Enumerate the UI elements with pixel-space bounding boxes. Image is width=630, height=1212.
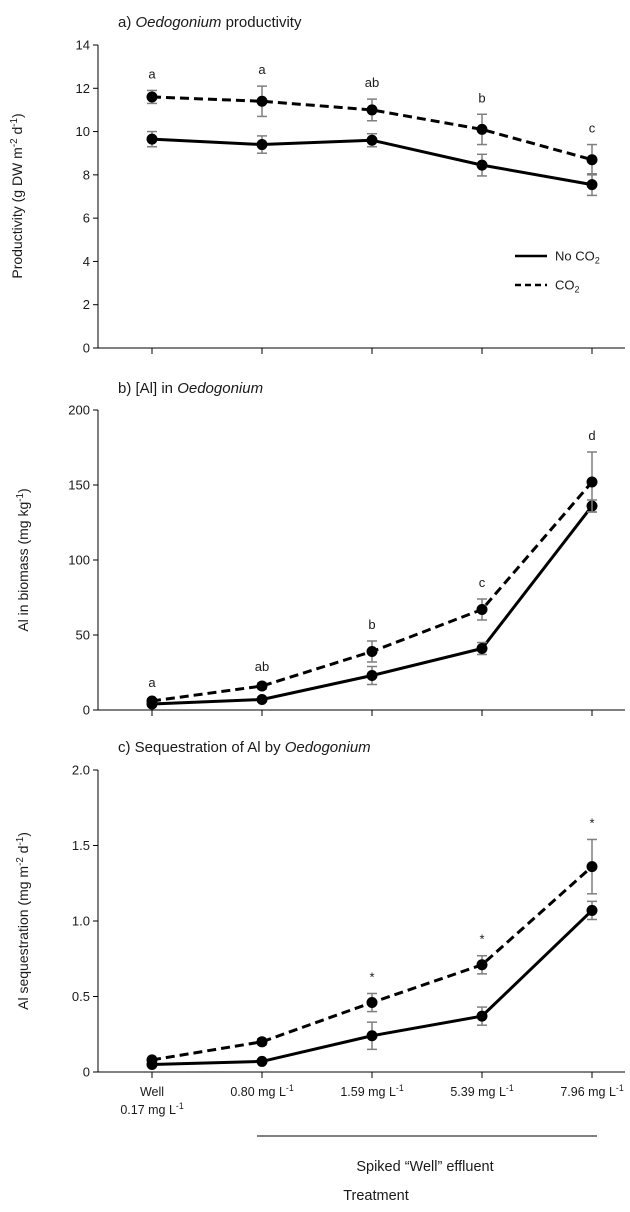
x-tick-label: 7.96 mg L-1​ bbox=[560, 1083, 624, 1099]
y-tick-label: 100 bbox=[68, 553, 90, 568]
y-tick-label: 1.0 bbox=[72, 914, 90, 929]
x-tick-label: 1.59 mg L-1​ bbox=[340, 1083, 404, 1099]
data-point-no-co2 bbox=[366, 1030, 378, 1042]
data-point-co2 bbox=[586, 154, 598, 166]
data-point-no-co2 bbox=[586, 904, 598, 916]
data-point-co2 bbox=[366, 997, 378, 1009]
data-point-co2 bbox=[146, 1054, 158, 1066]
panel-0: a) Oedogonium productivity Productivity (… bbox=[9, 14, 625, 356]
data-point-co2 bbox=[476, 123, 488, 135]
data-point-co2 bbox=[256, 1036, 268, 1048]
significance-label: * bbox=[369, 969, 374, 984]
data-point-no-co2 bbox=[256, 694, 268, 705]
x-tick-labels: Well 0.17 mg L-1​ 0.80 mg L-1​ 1.59 mg L-1​… bbox=[120, 1083, 624, 1117]
y-tick-label: 0 bbox=[83, 1065, 90, 1080]
series-line-co2 bbox=[151, 95, 593, 162]
x-axis-label: Treatment bbox=[343, 1188, 409, 1204]
significance-label: a bbox=[148, 66, 156, 81]
legend-entry: CO2​ bbox=[555, 278, 580, 295]
y-tick-label: 2.0 bbox=[72, 763, 90, 778]
data-point-co2 bbox=[586, 476, 598, 488]
y-tick-label: 14 bbox=[76, 38, 90, 53]
significance-label: ab bbox=[255, 659, 269, 674]
legend-entry: No CO2​ bbox=[555, 249, 600, 266]
significance-label: * bbox=[589, 815, 594, 830]
data-point-co2 bbox=[366, 646, 378, 657]
data-point-co2 bbox=[586, 861, 598, 873]
x-tick-label: Well bbox=[140, 1085, 164, 1099]
y-tick-label: 4 bbox=[83, 254, 90, 269]
data-point-no-co2 bbox=[586, 179, 598, 191]
panel-title: a) Oedogonium productivity bbox=[118, 14, 302, 31]
y-tick-label: 200 bbox=[68, 403, 90, 418]
y-tick-label: 0.5 bbox=[72, 989, 90, 1004]
data-point-no-co2 bbox=[366, 670, 378, 681]
y-tick-label: 0 bbox=[83, 341, 90, 356]
significance-label: d bbox=[588, 428, 595, 443]
significance-label: a bbox=[258, 62, 266, 77]
panel-title: b) [Al] in Oedogonium bbox=[118, 380, 263, 397]
y-tick-label: 12 bbox=[76, 81, 90, 96]
data-point-no-co2 bbox=[366, 134, 378, 146]
y-axis-label: Al sequestration (mg m-2​ d-1​) bbox=[15, 832, 31, 1010]
significance-label: c bbox=[479, 575, 486, 590]
significance-label: b bbox=[478, 90, 485, 105]
data-point-no-co2 bbox=[476, 643, 488, 654]
data-point-co2 bbox=[146, 695, 158, 707]
panel-2: c) Sequestration of Al by Oedogonium Al s… bbox=[15, 739, 625, 1080]
significance-label: c bbox=[589, 121, 596, 136]
bottom-labels: Spiked “Well” effluent Treatment bbox=[257, 1135, 597, 1204]
significance-label: * bbox=[479, 932, 484, 947]
x-tick-label: 0.17 mg L-1​ bbox=[120, 1101, 184, 1117]
data-point-co2 bbox=[476, 959, 488, 971]
x-tick-label: 0.80 mg L-1​ bbox=[230, 1083, 294, 1099]
y-tick-label: 2 bbox=[83, 297, 90, 312]
data-point-no-co2 bbox=[256, 139, 268, 151]
data-point-co2 bbox=[476, 604, 488, 615]
panel-1: b) [Al] in Oedogonium Al in biomass (mg k… bbox=[15, 380, 625, 718]
significance-label: a bbox=[148, 675, 156, 690]
y-axis-label: Al in biomass (mg kg-1​) bbox=[15, 488, 31, 631]
y-axis-label: Productivity (g DW m-2​ d-1​) bbox=[9, 113, 25, 278]
y-tick-label: 1.5 bbox=[72, 838, 90, 853]
data-point-co2 bbox=[366, 104, 378, 116]
data-point-no-co2 bbox=[146, 133, 158, 145]
legend: No CO2​ CO2​ bbox=[515, 249, 600, 295]
panels: a) Oedogonium productivity Productivity (… bbox=[9, 14, 625, 1117]
data-point-no-co2 bbox=[476, 1010, 488, 1022]
significance-label: ab bbox=[365, 75, 379, 90]
y-tick-label: 10 bbox=[76, 124, 90, 139]
data-point-co2 bbox=[146, 91, 158, 103]
data-point-no-co2 bbox=[256, 1055, 268, 1067]
significance-label: b bbox=[368, 617, 375, 632]
y-tick-label: 0 bbox=[83, 703, 90, 718]
y-tick-label: 8 bbox=[83, 167, 90, 182]
y-tick-label: 150 bbox=[68, 478, 90, 493]
spiked-bracket-label: Spiked “Well” effluent bbox=[356, 1159, 493, 1175]
panel-title: c) Sequestration of Al by Oedogonium bbox=[118, 739, 371, 756]
data-point-no-co2 bbox=[476, 159, 488, 171]
y-tick-label: 50 bbox=[76, 628, 90, 643]
x-tick-label: 5.39 mg L-1​ bbox=[450, 1083, 514, 1099]
data-point-co2 bbox=[256, 680, 268, 692]
data-point-co2 bbox=[256, 95, 268, 107]
y-tick-label: 6 bbox=[83, 211, 90, 226]
